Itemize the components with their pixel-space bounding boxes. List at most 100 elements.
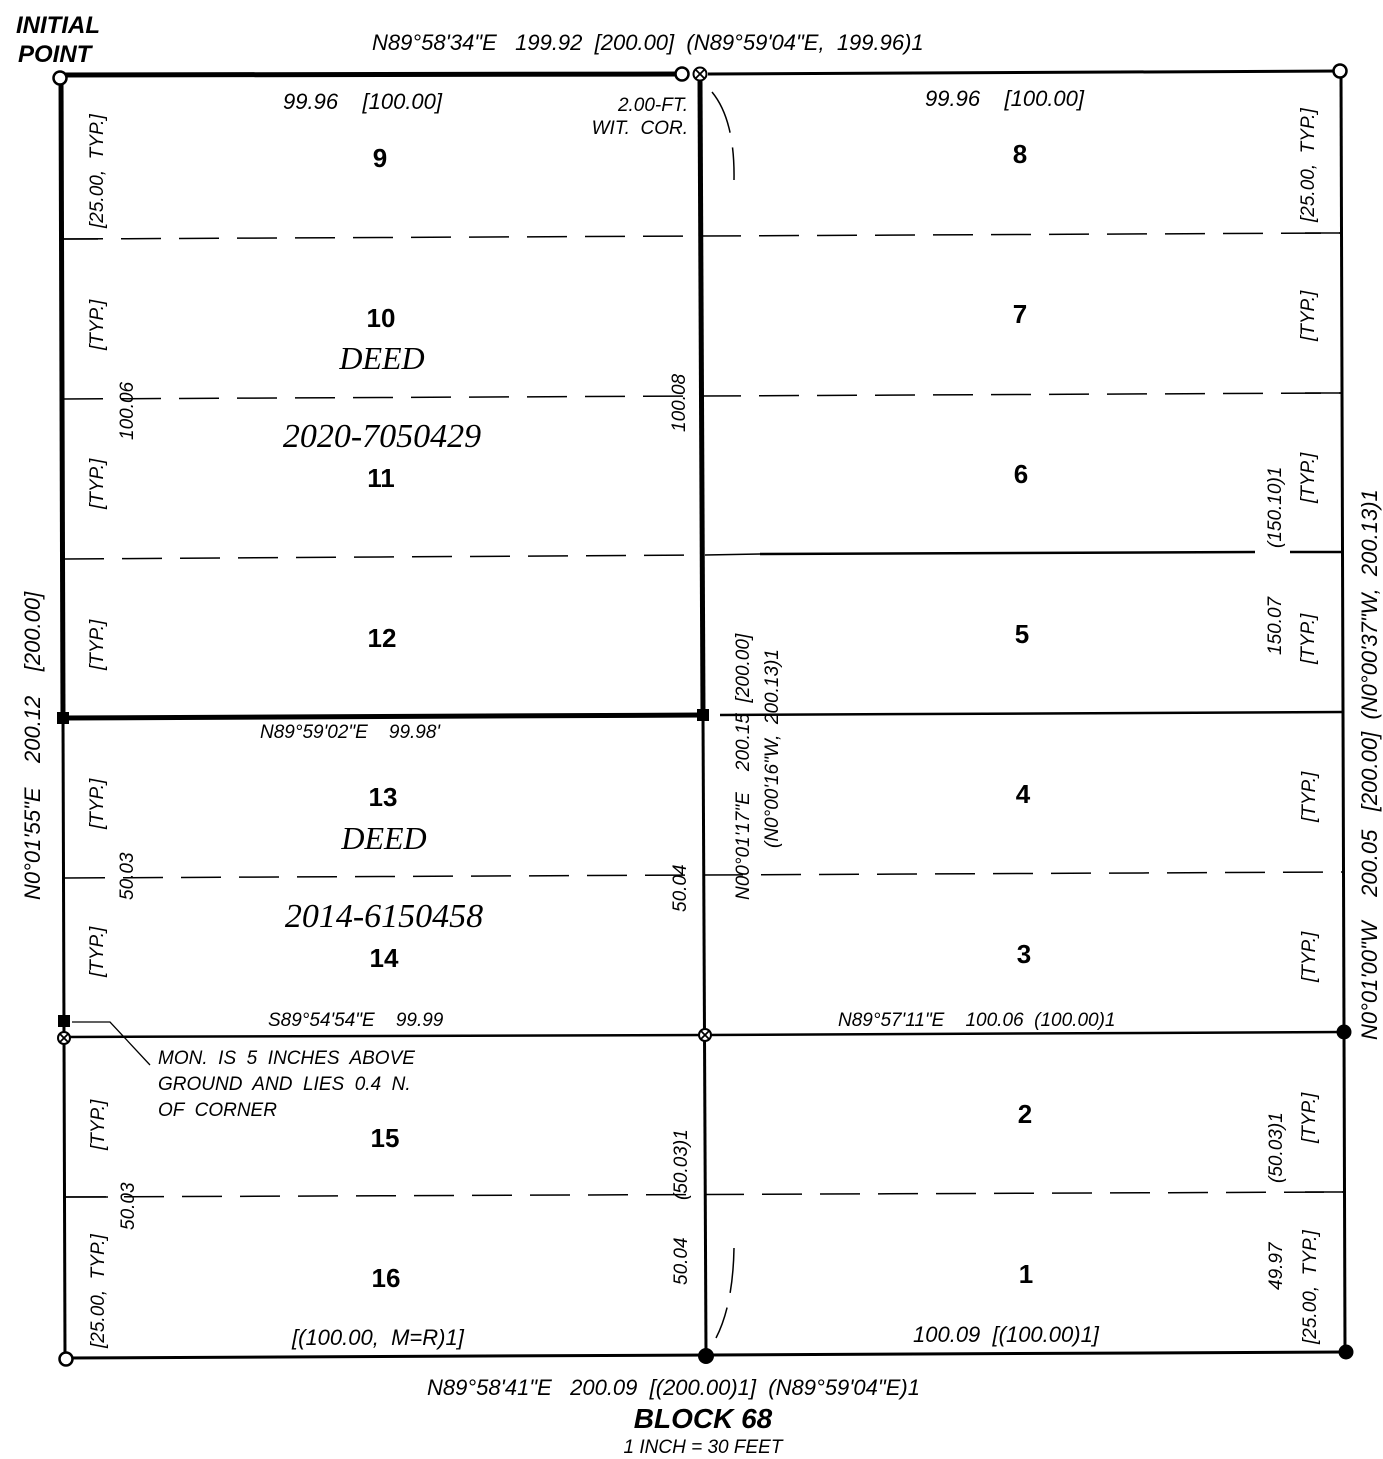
center-line-upper [697, 79, 706, 717]
witness-note-1: 2.00-FT. [617, 95, 688, 116]
center-bearing-record: (N0°00'16"W, 200.13)1 [762, 649, 783, 848]
north-boundary-west [59, 71, 683, 78]
south-bearing: N89°58'41"E 200.09 [(200.00)1] (N89°59'0… [427, 1375, 920, 1400]
x-circle-n-center [692, 66, 708, 82]
east-dim-mid-rec: (150.10)1 [1265, 467, 1286, 548]
lot-13: 13 [369, 782, 398, 812]
typ25-ne: [25.00, TYP.] [1298, 108, 1319, 223]
lot8-top-dim: 99.96 [100.00] [925, 86, 1085, 111]
line-14-15 [64, 1033, 706, 1039]
typ-w-12: [TYP.] [87, 619, 108, 671]
monument-note-2: GROUND AND LIES 0.4 N. [158, 1074, 411, 1095]
deed-label-lower: DEED [340, 820, 426, 856]
witness-arc-south [715, 1247, 735, 1339]
monument-note-1: MON. IS 5 INCHES ABOVE [158, 1048, 415, 1069]
witness-note-2: WIT. COR. [592, 118, 688, 139]
initial-point-label-2: POINT [18, 41, 94, 68]
west-dim-upper: 100.06 [117, 381, 138, 440]
west-dim-mid: 50.03 [117, 852, 138, 900]
x-circle-w-low [57, 1031, 71, 1045]
lot9-top-dim: 99.96 [100.00] [283, 89, 443, 114]
lot-7: 7 [1013, 299, 1027, 329]
east-dim-low-rec: (50.03)1 [1266, 1112, 1287, 1183]
open-circle-nw [52, 70, 68, 86]
center-dim-mid: 50.04 [670, 864, 691, 912]
solid-circle-se [1338, 1344, 1354, 1360]
monument-leader [72, 1021, 151, 1066]
typ25-nw: [25.00, TYP.] [87, 114, 108, 229]
lot-5: 5 [1015, 619, 1029, 649]
deed-label-upper: DEED [338, 340, 424, 376]
typ-e-7: [TYP.] [1298, 290, 1319, 342]
east-bearing: N0°01'00"W 200.05 [200.00] (N0°00'37"W, … [1357, 489, 1382, 1040]
lot-15: 15 [371, 1123, 400, 1153]
lot-16: 16 [372, 1263, 401, 1293]
lot-3: 3 [1017, 939, 1031, 969]
typ25-sw: [25.00, TYP.] [88, 1234, 109, 1349]
middle-west-bearing: S89°54'54"E 99.99 [268, 1010, 444, 1031]
square-monument-w-mid [57, 712, 69, 724]
lot-6: 6 [1014, 459, 1028, 489]
lot-10: 10 [367, 303, 396, 333]
lot1-bottom-dim: 100.09 [(100.00)1] [913, 1322, 1100, 1347]
block-title: BLOCK 68 [634, 1403, 773, 1434]
typ-e-2: [TYP.] [1299, 1092, 1320, 1144]
typ-w-10: [TYP.] [87, 299, 108, 351]
solid-circle-s-center [698, 1348, 714, 1364]
open-circle-n-center [674, 66, 690, 82]
lot16-bottom-dim: [(100.00, M=R)1] [291, 1325, 465, 1350]
typ-e-6: [TYP.] [1298, 452, 1319, 504]
west-boundary-upper [58, 74, 66, 718]
lot-11: 11 [367, 463, 395, 493]
typ-w-13: [TYP.] [87, 778, 108, 830]
typ25-se: [25.00, TYP.] [1300, 1230, 1321, 1345]
west-bearing: N0°01'55"E 200.12 [200.00] [20, 591, 45, 900]
typ-e-4: [TYP.] [1299, 771, 1320, 823]
monument-note-3: OF CORNER [158, 1100, 277, 1121]
typ-e-5: [TYP.] [1298, 613, 1319, 665]
center-dim-upper: 100.08 [669, 373, 690, 432]
center-bearing: N00°01'17"E 200.15 [200.00] [733, 633, 754, 900]
east-dim-low: 49.97 [1266, 1241, 1287, 1290]
square-monument-w-low [58, 1015, 70, 1027]
scale-note: 1 INCH = 30 FEET [624, 1437, 784, 1458]
lot-14: 14 [370, 943, 399, 973]
north-bearing: N89°58'34"E 199.92 [200.00] (N89°59'04"E… [372, 30, 924, 55]
lot-1: 1 [1019, 1259, 1033, 1289]
typ-e-3: [TYP.] [1299, 931, 1320, 983]
witness-arc-north [711, 91, 735, 181]
north-boundary-east [707, 69, 1342, 76]
center-dim-low: 50.04 [671, 1237, 692, 1285]
typ-w-14: [TYP.] [87, 926, 108, 978]
middle-east-bearing: N89°57'11"E 100.06 (100.00)1 [838, 1010, 1115, 1031]
line-2-3 [704, 1030, 1345, 1037]
lot-4: 4 [1016, 779, 1031, 809]
middle-top-bearing: N89°59'02"E 99.98' [260, 722, 441, 743]
west-dim-low: 50.03 [118, 1182, 139, 1230]
typ-w-11: [TYP.] [87, 458, 108, 510]
center-dim-low-rec: (50.03)1 [671, 1129, 692, 1200]
lot-line-ends [63, 232, 1345, 1198]
center-tick [704, 553, 761, 556]
x-circle-center-low [698, 1028, 712, 1042]
lot-8: 8 [1013, 139, 1027, 169]
middle-line-east [719, 710, 1344, 717]
middle-line-west-heavy [62, 712, 704, 721]
dashed-lot-lines [62, 232, 1346, 1198]
open-circle-sw [58, 1351, 74, 1367]
lot-12: 12 [368, 623, 397, 653]
lot-numbers: 9 8 10 7 11 6 12 5 13 4 14 3 15 2 16 1 [367, 139, 1034, 1293]
typ-w-15: [TYP.] [88, 1099, 109, 1151]
lot-2: 2 [1018, 1099, 1032, 1129]
line-5-6-left [759, 550, 1256, 556]
initial-point-label-1: INITIAL [16, 12, 100, 39]
lot-9: 9 [373, 143, 387, 173]
east-dim-mid: 150.07 [1265, 595, 1286, 655]
open-circle-ne [1332, 63, 1348, 79]
deed-number-upper: 2020-7050429 [283, 418, 481, 455]
solid-circle-e-low [1336, 1024, 1352, 1040]
square-monument-center [697, 709, 709, 721]
east-boundary [1339, 70, 1347, 1353]
deed-number-lower: 2014-6150458 [285, 898, 483, 935]
